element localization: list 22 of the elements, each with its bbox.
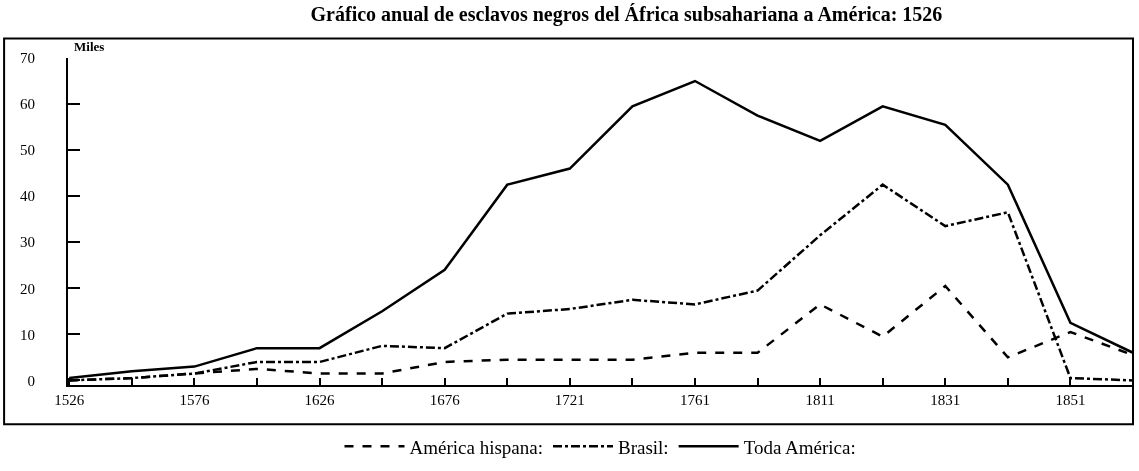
y-tick-label: 50 [20,142,35,159]
y-tick-label: 40 [20,188,35,205]
x-tick-label: 1576 [179,392,210,408]
x-tick-label: 1811 [805,392,835,408]
x-tick-label: 1831 [930,392,961,408]
y-tick-label: 20 [20,280,35,297]
x-tick-label: 1676 [429,392,461,408]
legend-label: América hispana: [409,436,543,458]
y-axis-title: Miles [74,39,105,54]
y-tick-label: 30 [20,234,35,251]
y-tick-label: 0 [27,372,35,389]
legend-label: Brasil: [617,436,669,458]
y-tick-label: 10 [20,326,35,343]
x-tick-label: 1721 [554,392,585,408]
y-tick-label: 70 [20,50,35,67]
chart-title: Gráfico anual de esclavos negros del África subsahariana a América: 1526 [310,3,943,27]
x-tick-label: 1526 [54,392,85,408]
y-tick-label: 60 [20,96,35,113]
x-tick-label: 1626 [304,392,336,408]
legend-label: Toda América: [743,436,856,458]
x-tick-label: 1851 [1055,392,1086,408]
x-tick-label: 1761 [679,392,710,408]
